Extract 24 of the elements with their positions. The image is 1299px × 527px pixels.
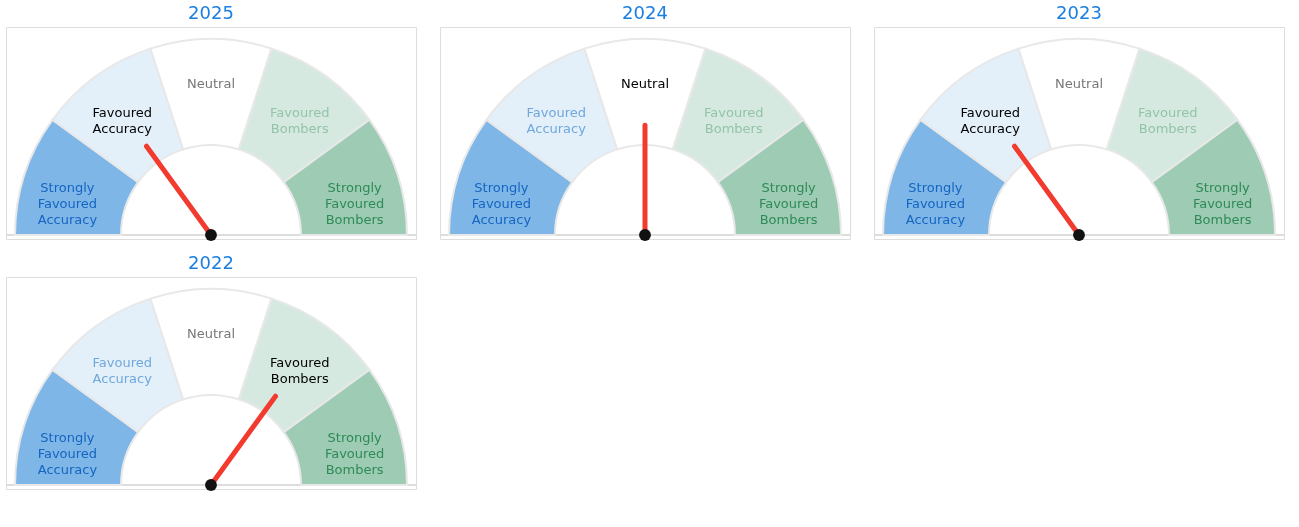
chart-title: 2025 bbox=[188, 2, 234, 23]
slice-label: Strongly Favoured Accuracy bbox=[37, 430, 98, 478]
slice-label: Strongly Favoured Bombers bbox=[324, 180, 385, 228]
slice-label: Neutral bbox=[187, 76, 235, 91]
slice-label: Neutral bbox=[187, 326, 235, 341]
slice-label: Favoured Accuracy bbox=[92, 354, 153, 386]
slice-label: Favoured Bombers bbox=[704, 104, 764, 136]
slice-label: Strongly Favoured Accuracy bbox=[905, 180, 966, 228]
slice-label: Strongly Favoured Bombers bbox=[758, 180, 819, 228]
chart-title: 2023 bbox=[1056, 2, 1102, 23]
slice-label: Favoured Bombers bbox=[270, 104, 330, 136]
slice-label: Strongly Favoured Bombers bbox=[1192, 180, 1253, 228]
slice-label: Favoured Bombers bbox=[1138, 104, 1198, 136]
chart-title: 2022 bbox=[188, 252, 234, 273]
slice-label: Strongly Favoured Accuracy bbox=[471, 180, 532, 228]
slice-label: Favoured Accuracy bbox=[960, 104, 1021, 136]
slice-label: Neutral bbox=[621, 76, 669, 91]
chart-title: 2024 bbox=[622, 2, 668, 23]
slice-label: Neutral bbox=[1055, 76, 1103, 91]
slice-label: Strongly Favoured Bombers bbox=[324, 430, 385, 478]
slice-label: Favoured Bombers bbox=[270, 354, 330, 386]
slice-label: Favoured Accuracy bbox=[92, 104, 153, 136]
slice-label: Favoured Accuracy bbox=[526, 104, 587, 136]
slice-label: Strongly Favoured Accuracy bbox=[37, 180, 98, 228]
